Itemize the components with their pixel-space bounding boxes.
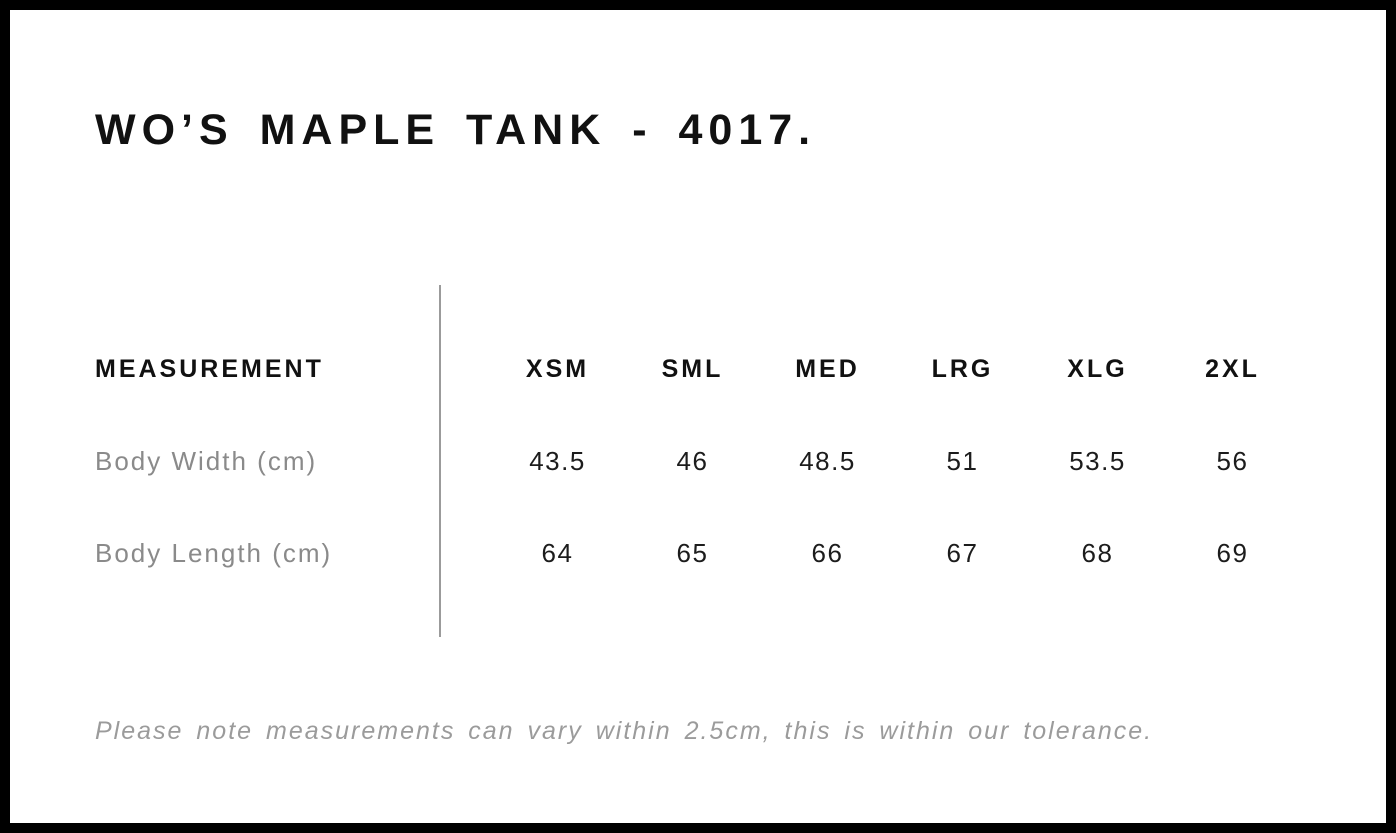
body-length-value-lrg: 67 (946, 537, 979, 568)
size-chart-header-row: MEASUREMENT XSM SML MED LRG XLG 2XL (95, 323, 1300, 415)
body-width-value-sml: 46 (676, 445, 709, 476)
page-title: WO’S MAPLE TANK - 4017. (95, 106, 817, 154)
body-length-value-xsm: 64 (541, 537, 574, 568)
size-header-med: MED (795, 354, 860, 383)
size-header-lrg: LRG (931, 354, 994, 383)
body-width-value-2xl: 56 (1216, 445, 1249, 476)
size-chart-table: MEASUREMENT XSM SML MED LRG XLG 2XL Body… (95, 285, 1300, 637)
row-label-body-width: Body Width (cm) (95, 445, 318, 476)
measurement-column-header: MEASUREMENT (95, 354, 324, 383)
table-row-body-width: Body Width (cm) 43.5 46 48.5 51 53.5 56 (95, 415, 1300, 507)
body-length-value-sml: 65 (676, 537, 709, 568)
size-guide-content: WO’S MAPLE TANK - 4017. MEASUREMENT XSM … (10, 109, 1386, 746)
body-width-value-xsm: 43.5 (529, 445, 586, 476)
size-header-2xl: 2XL (1205, 354, 1260, 383)
body-width-value-xlg: 53.5 (1069, 445, 1126, 476)
table-row-body-length: Body Length (cm) 64 65 66 67 68 69 (95, 507, 1300, 599)
vertical-divider (439, 285, 441, 637)
body-width-value-med: 48.5 (799, 445, 856, 476)
body-length-value-med: 66 (811, 537, 844, 568)
size-header-xsm: XSM (525, 354, 590, 383)
size-header-sml: SML (661, 354, 724, 383)
body-width-value-lrg: 51 (946, 445, 979, 476)
body-length-value-2xl: 69 (1216, 537, 1249, 568)
body-length-value-xlg: 68 (1081, 537, 1114, 568)
size-header-xlg: XLG (1067, 354, 1128, 383)
row-label-body-length: Body Length (cm) (95, 537, 333, 568)
tolerance-note: Please note measurements can vary within… (95, 717, 1154, 745)
